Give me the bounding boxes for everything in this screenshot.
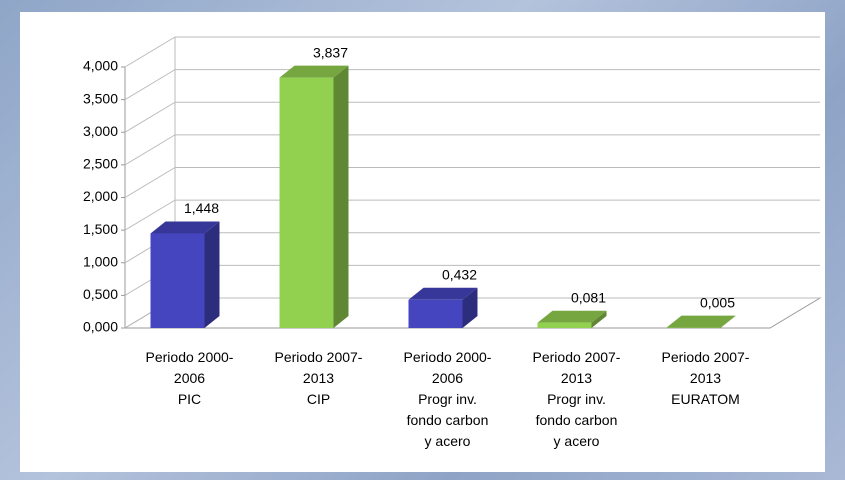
value-label: 0,081 [571, 289, 606, 305]
x-tick-line: Periodo 2000- [146, 349, 234, 365]
x-tick-line: 2013 [690, 370, 721, 386]
grid-line [124, 134, 176, 166]
x-tick-line: Progr inv. [418, 391, 477, 407]
bar [408, 287, 478, 328]
x-tick-label: Periodo 2007- 2013 EURATOM [662, 349, 750, 407]
x-tick-line: fondo carbon [536, 412, 618, 428]
y-tick-label: 1,000 [83, 253, 118, 269]
x-tick-line: CIP [307, 391, 330, 407]
x-tick-line: 2006 [432, 370, 463, 386]
x-tick-label: Periodo 2000- 2006 Progr inv. fondo carbon y… [404, 349, 492, 449]
bar-front [279, 77, 334, 329]
x-tick-label: Periodo 2000- 2006 PIC [146, 349, 234, 407]
x-tick-line: PIC [178, 391, 201, 407]
x-tick-line: y acero [425, 433, 471, 449]
y-tick-label: 2,000 [83, 188, 118, 204]
x-tick-line: Periodo 2000- [404, 349, 492, 365]
value-label: 0,005 [700, 294, 735, 310]
grid-line [124, 69, 176, 101]
value-label: 1,448 [184, 200, 219, 216]
bar [279, 65, 349, 329]
x-tick-line: 2013 [303, 370, 334, 386]
x-tick-line: 2006 [174, 370, 205, 386]
x-tick-line: Periodo 2007- [662, 349, 750, 365]
x-tick-line: Periodo 2007- [533, 349, 621, 365]
value-label: 0,432 [442, 267, 477, 283]
y-tick-label: 2,500 [83, 156, 118, 172]
bar-top [537, 310, 607, 323]
grid-line [124, 101, 176, 133]
grid-line [124, 199, 176, 231]
grid-line [124, 36, 176, 68]
y-tick-label: 4,000 [83, 58, 118, 74]
x-tick-line: EURATOM [671, 391, 740, 407]
bar-side [333, 65, 349, 329]
bar-top [279, 65, 349, 78]
bar-top [150, 221, 220, 234]
bar-top [408, 287, 478, 300]
bar [666, 315, 736, 328]
bar [537, 310, 607, 328]
bar [150, 221, 220, 328]
bar-side [204, 221, 220, 328]
y-tick-label: 3,000 [83, 123, 118, 139]
x-tick-line: 2013 [561, 370, 592, 386]
y-tick-label: 3,500 [83, 90, 118, 106]
bar-top [666, 315, 736, 328]
bar-side [462, 287, 478, 328]
bar-front [150, 233, 205, 328]
value-label: 3,837 [313, 44, 348, 60]
y-tick-label: 0,000 [83, 319, 118, 335]
x-tick-line: y acero [554, 433, 600, 449]
y-tick-label: 0,500 [83, 286, 118, 302]
x-tick-label: Periodo 2007- 2013 Progr inv. fondo carbon y… [533, 349, 621, 449]
x-tick-label: Periodo 2007- 2013 CIP [275, 349, 363, 407]
x-tick-line: fondo carbon [407, 412, 489, 428]
x-tick-line: Progr inv. [547, 391, 606, 407]
grid-line [124, 167, 176, 198]
bar-side [591, 310, 607, 328]
y-tick-label: 1,500 [83, 221, 118, 237]
bar-front [408, 299, 463, 328]
bar-front [537, 322, 592, 328]
bar-side [720, 315, 736, 328]
x-tick-line: Periodo 2007- [275, 349, 363, 365]
